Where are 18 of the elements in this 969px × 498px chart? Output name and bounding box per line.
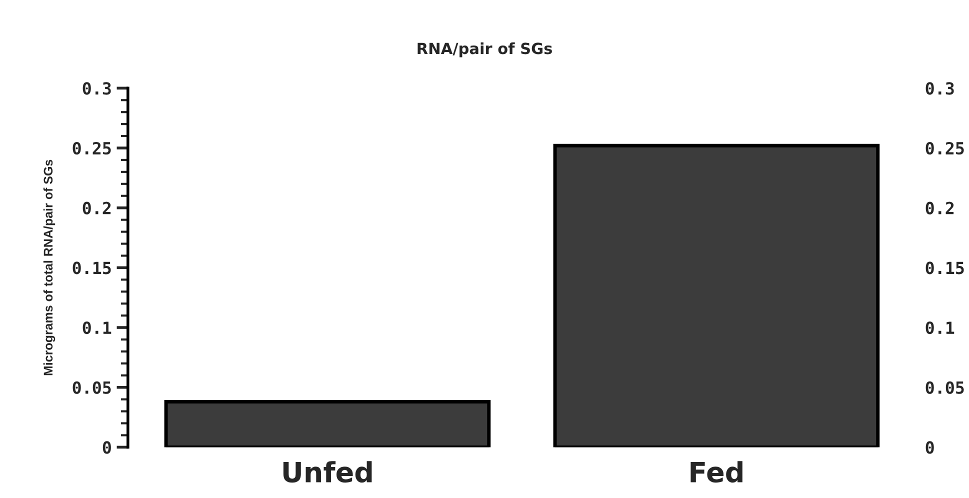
y-tick-label: 0.15 — [72, 262, 111, 274]
y-tick-label: 0.05 — [72, 381, 111, 394]
y2-tick-label: 0.25 — [926, 142, 964, 155]
x-tick-label: Fed — [690, 461, 742, 483]
y2-tick-label: 0.15 — [926, 262, 964, 274]
chart-title: RNA/pair of SGs — [418, 42, 552, 58]
y-tick-label: 0.1 — [82, 321, 112, 334]
y2-tick-label: 0.05 — [926, 381, 964, 394]
y2-tick-label: 0.2 — [926, 202, 954, 214]
y-tick-label: 0.3 — [82, 82, 111, 95]
y2-tick-label: 0 — [926, 441, 934, 454]
y-tick-label: 0 — [102, 441, 111, 454]
y-tick-label: 0.2 — [82, 202, 111, 214]
y2-tick-label: 0.1 — [926, 321, 954, 334]
y-axis-title: Micrograms of total RNA/pair of SGs — [43, 160, 56, 376]
x-tick-label: Unfed — [283, 461, 372, 483]
y2-tick-label: 0.3 — [926, 82, 954, 95]
y-tick-label: 0.25 — [72, 142, 111, 155]
